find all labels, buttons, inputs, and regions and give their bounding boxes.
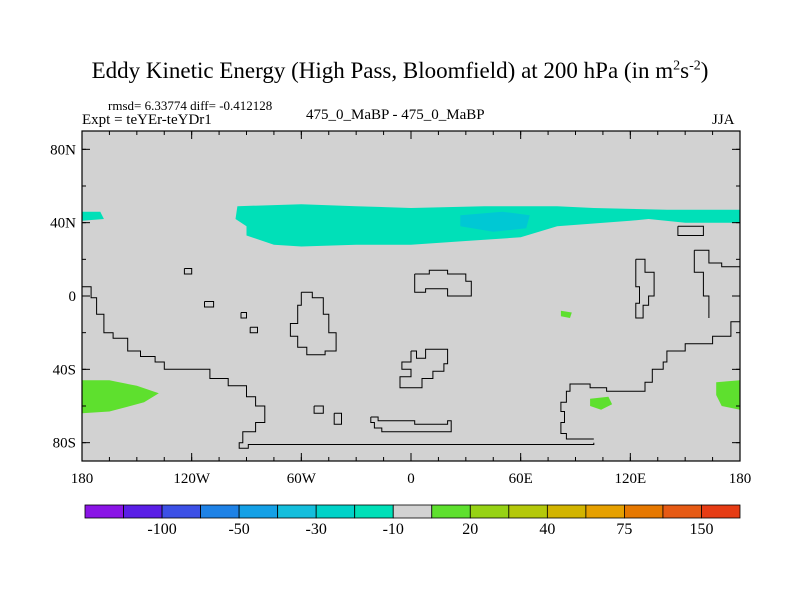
map-axes: 180 120W 60W 0 60E 120E 180 80N 40N 0 40S 80S	[50, 130, 752, 487]
colorbar-label-3: -10	[383, 521, 404, 538]
colorbar-box-3	[200, 504, 240, 519]
y-tick-label-0: 80N	[50, 142, 76, 158]
season-label: JJA	[712, 112, 735, 128]
stats-label: rmsd= 6.33774 diff= -0.412128	[108, 98, 273, 113]
colorbar-label-7: 150	[689, 521, 713, 538]
coastline-4	[249, 326, 258, 334]
experiment-label: Expt = teYEr-teYDr1	[82, 112, 212, 128]
x-tick-label-2: 60W	[287, 471, 317, 487]
coastline-11	[677, 225, 704, 236]
contour-region-6	[560, 310, 572, 318]
contour-region-4	[716, 380, 740, 410]
colorbar-box-2	[161, 504, 201, 519]
coastline-6	[313, 405, 324, 414]
colorbar-box-5	[277, 504, 317, 519]
coastline-3	[240, 312, 247, 319]
colorbar-label-2: -30	[306, 521, 327, 538]
coastline-15	[560, 321, 740, 440]
y-tick-label-4: 80S	[53, 436, 76, 452]
colorbar-box-10	[469, 504, 510, 519]
x-tick-label-5: 120E	[614, 471, 646, 487]
colorbar-label-6: 75	[616, 521, 632, 538]
colorbar-box-7	[354, 504, 394, 519]
y-tick-label-1: 40N	[50, 216, 76, 232]
colorbar-box-8	[392, 504, 433, 519]
coastline-8	[414, 269, 472, 297]
coastline-0	[82, 286, 595, 449]
case-label: 475_0_MaBP - 475_0_MaBP	[306, 107, 485, 123]
colorbar-box-14	[624, 504, 664, 519]
colorbar: -100 -50 -30 -10 20 40 75 150	[84, 504, 741, 538]
contour-region-5	[590, 396, 613, 410]
colorbar-label-1: -50	[228, 521, 249, 538]
coastline-12	[635, 258, 655, 319]
colorbar-label-5: 40	[539, 521, 555, 538]
coastline-10	[370, 416, 452, 433]
x-tick-label-3: 0	[407, 471, 415, 487]
colorbar-label-0: -100	[147, 521, 176, 538]
x-tick-label-1: 120W	[173, 471, 211, 487]
contour-region-1	[460, 211, 530, 232]
map-area	[82, 131, 740, 461]
colorbar-box-4	[238, 504, 279, 519]
y-tick-label-3: 40S	[53, 362, 76, 378]
coastline-1	[183, 268, 193, 275]
coastline-13	[694, 249, 740, 268]
colorbar-box-1	[123, 504, 163, 519]
colorbar-box-13	[585, 504, 625, 519]
x-tick-label-0: 180	[71, 471, 94, 487]
map-background	[82, 131, 740, 461]
colorbar-box-16	[701, 504, 741, 519]
x-tick-label-6: 180	[729, 471, 752, 487]
chart-title: Eddy Kinetic Energy (High Pass, Bloomfie…	[91, 58, 709, 83]
colorbar-box-15	[662, 504, 702, 519]
coastline-2	[204, 301, 215, 308]
coastline-14	[693, 250, 710, 318]
colorbar-label-4: 20	[462, 521, 478, 538]
y-tick-label-2: 0	[69, 289, 77, 305]
x-tick-label-4: 60E	[509, 471, 533, 487]
contour-region-3	[82, 380, 159, 414]
colorbar-box-12	[546, 504, 587, 519]
colorbar-box-6	[315, 504, 356, 519]
colorbar-box-11	[508, 504, 548, 519]
colorbar-box-9	[431, 504, 471, 519]
contour-region-2	[82, 211, 104, 221]
coastline-5	[289, 291, 337, 356]
coastline-7	[333, 412, 342, 425]
coastline-9	[399, 348, 449, 389]
colorbar-box-0	[84, 504, 124, 519]
